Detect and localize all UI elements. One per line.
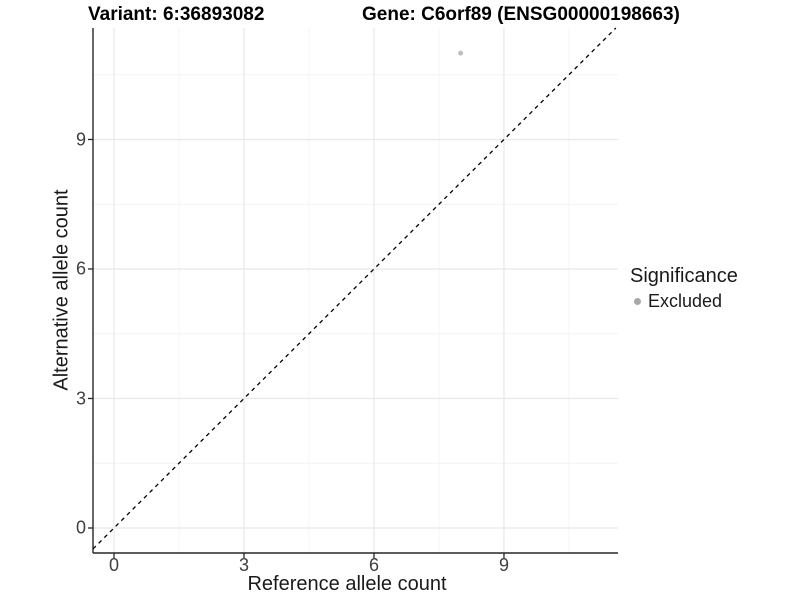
x-tick-label-6: 6 xyxy=(368,555,380,575)
gene-title: Gene: C6orf89 (ENSG00000198663) xyxy=(362,4,680,25)
x-tick-label-3: 3 xyxy=(238,555,250,575)
y-tick-label-9: 9 xyxy=(75,129,86,149)
y-tick-label-6: 6 xyxy=(75,258,86,279)
identity-diagonal-line xyxy=(92,27,617,550)
excluded-marker-icon xyxy=(634,298,641,305)
x-axis-title: Reference allele count xyxy=(247,573,447,595)
variant-title: Variant: 6:36893082 xyxy=(88,4,265,25)
legend-entry-label: Excluded xyxy=(648,291,723,311)
y-tick-label-3: 3 xyxy=(75,388,86,408)
data-point xyxy=(458,50,464,56)
legend: Significance Excluded xyxy=(630,265,738,312)
y-tick-label-0: 0 xyxy=(75,517,86,538)
legend-title: Significance xyxy=(630,265,738,287)
y-axis-title: Alternative allele count xyxy=(50,189,73,391)
x-tick-label-0: 0 xyxy=(108,555,120,575)
x-tick-label-9: 9 xyxy=(498,555,510,575)
legend-entry-excluded: Excluded xyxy=(630,291,738,312)
